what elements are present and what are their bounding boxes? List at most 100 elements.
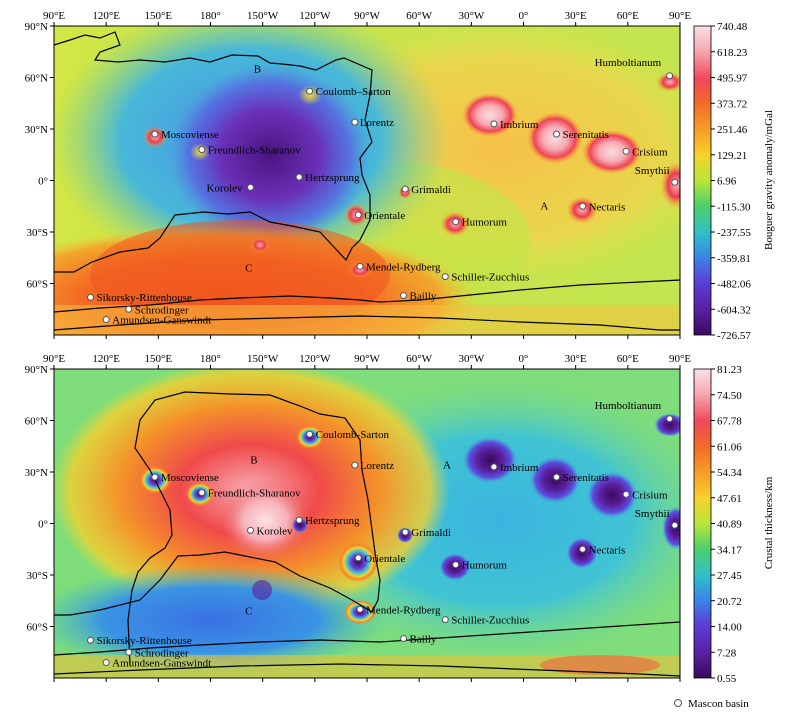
colorbar-tick-label: 740.48	[717, 21, 748, 33]
region-label-A: A	[540, 201, 548, 213]
basin-label: Schrodinger	[135, 304, 189, 316]
lon-tick-label: 90°E	[43, 353, 65, 365]
lat-tick-label: 60°S	[26, 279, 48, 291]
basin-label: Mendel-Rydberg	[366, 261, 441, 273]
mascon-basin-marker	[400, 292, 408, 300]
region-label-B: B	[250, 454, 257, 466]
colorbar-tick-label: -115.30	[717, 201, 751, 213]
basin-label: Humboltianum	[595, 57, 662, 69]
lon-tick-label: 90°W	[354, 10, 380, 22]
colorbar-tick-label: 40.89	[717, 519, 742, 531]
lat-tick-label: 30°N	[25, 124, 48, 136]
basin-label: Humorum	[462, 560, 508, 572]
colorbar-tick-label: 495.97	[717, 73, 748, 85]
lon-tick-label: 120°E	[92, 353, 120, 365]
colorbar-tick-label: 14.00	[717, 622, 742, 634]
mascon-basin-marker	[622, 490, 630, 498]
region-label-B: B	[254, 63, 261, 75]
mascon-basin-marker	[102, 316, 110, 324]
mascon-basin-marker	[295, 173, 303, 181]
colorbar-tick-label: 34.17	[717, 544, 742, 556]
basin-label: Humboltianum	[595, 400, 662, 412]
colorbar-tick-label: -482.06	[717, 279, 751, 291]
mascon-basin-marker	[246, 526, 254, 534]
lat-tick-label: 30°S	[26, 227, 48, 239]
basin-label: Humorum	[462, 217, 508, 229]
basin-label: Moscoviense	[161, 472, 219, 484]
lon-tick-label: 0°	[519, 353, 529, 365]
colorbar-tick-label: 47.61	[717, 493, 742, 505]
south-boundary-crust	[53, 621, 681, 656]
mascon-basin-marker	[553, 473, 561, 481]
basin-label: Grimaldi	[411, 184, 451, 196]
mascon-basin-marker	[151, 473, 159, 481]
crust-map-panel: 90°E 120°E 150°E 180° 150°W 120°W 90°W 60°W 30°W…	[25, 353, 775, 685]
colorbar-tick-label: 373.72	[717, 98, 747, 110]
legend-label: Mascon basin	[688, 698, 749, 710]
lat-tick-label: 60°N	[25, 73, 48, 85]
basin-label: Crisium	[632, 146, 668, 158]
colorbar-tick-label: 61.06	[717, 441, 742, 453]
mascon-basin-marker	[354, 554, 362, 562]
crust-colorbar-title: Crustal thickness/km	[763, 476, 775, 569]
lat-tick-label: 90°N	[25, 21, 48, 33]
mascon-basin-marker	[87, 636, 95, 644]
gravity-basin-markers: Humboltianum Coulomb–Sarton Lorentz Imbrium…	[87, 57, 679, 327]
mascon-basin-marker	[354, 211, 362, 219]
mascon-basin-marker	[579, 545, 587, 553]
lon-tick-label: 60°W	[406, 10, 432, 22]
basin-label: Imbrium	[500, 119, 539, 131]
basin-label: Schiller-Zucchius	[451, 615, 529, 627]
colorbar-tick-label: 129.21	[717, 150, 747, 162]
crust-axis-ticks: 90°E 120°E 150°E 180° 150°W 120°W 90°W 60°W 30°W…	[25, 353, 691, 682]
lon-tick-label: 30°W	[458, 353, 484, 365]
basin-label: Orientale	[364, 553, 405, 565]
basin-label: Orientale	[364, 210, 405, 222]
mascon-basin-marker	[671, 521, 679, 529]
basin-label: Hertzsprung	[305, 172, 360, 184]
crust-map-image	[54, 369, 680, 678]
colorbar-tick-label: 6.96	[717, 176, 737, 188]
colorbar-tick-label: 618.23	[717, 47, 748, 59]
lon-tick-label: 30°E	[565, 353, 587, 365]
mascon-basin-marker	[306, 430, 314, 438]
mascon-basin-marker	[401, 185, 409, 193]
lon-tick-label: 180°	[200, 10, 221, 22]
basin-label: Schrodinger	[135, 647, 189, 659]
mascon-basin-marker	[151, 130, 159, 138]
basin-label: Bailly	[410, 291, 437, 303]
basin-label: Grimaldi	[411, 527, 451, 539]
region-label-C: C	[245, 262, 252, 274]
mascon-basin-marker	[87, 293, 95, 301]
mascon-basin-legend-icon	[674, 699, 682, 707]
colorbar-tick-label: 54.34	[717, 467, 742, 479]
basin-label: Amundsen-Ganswindt	[112, 658, 211, 670]
colorbar-tick-label: -726.57	[717, 330, 751, 342]
mascon-basin-marker	[441, 273, 449, 281]
lat-tick-label: 30°S	[26, 570, 48, 582]
basin-label: Korolev	[206, 182, 243, 194]
colorbar-tick-label: -359.81	[717, 253, 751, 265]
mascon-basin-marker	[356, 605, 364, 613]
region-boundary-gravity	[53, 31, 373, 273]
legend: Mascon basin	[674, 698, 749, 710]
lat-tick-label: 0°	[38, 519, 48, 531]
gravity-region-labels: A B C	[245, 63, 548, 274]
region-boundary-crust	[54, 391, 381, 666]
mascon-basin-marker	[401, 528, 409, 536]
colorbar-tick-label: -604.32	[717, 304, 751, 316]
colorbar-tick-label: 81.23	[717, 364, 742, 376]
lon-tick-label: 60°W	[406, 353, 432, 365]
mascon-basin-marker	[666, 72, 674, 80]
crust-colorbar-ticks: 81.23 74.50 67.78 61.06 54.34 47.61 40.89 34.17…	[711, 364, 742, 685]
colorbar-tick-label: 7.28	[717, 647, 737, 659]
basin-label: Serenitatis	[563, 129, 609, 141]
basin-label: Lorentz	[360, 460, 394, 472]
mascon-basin-marker	[356, 262, 364, 270]
basin-label: Hertzsprung	[305, 515, 360, 527]
basin-label: Nectaris	[589, 201, 626, 213]
mascon-basin-marker	[351, 461, 359, 469]
colorbar-tick-label: 74.50	[717, 390, 742, 402]
basin-label: Bailly	[410, 634, 437, 646]
